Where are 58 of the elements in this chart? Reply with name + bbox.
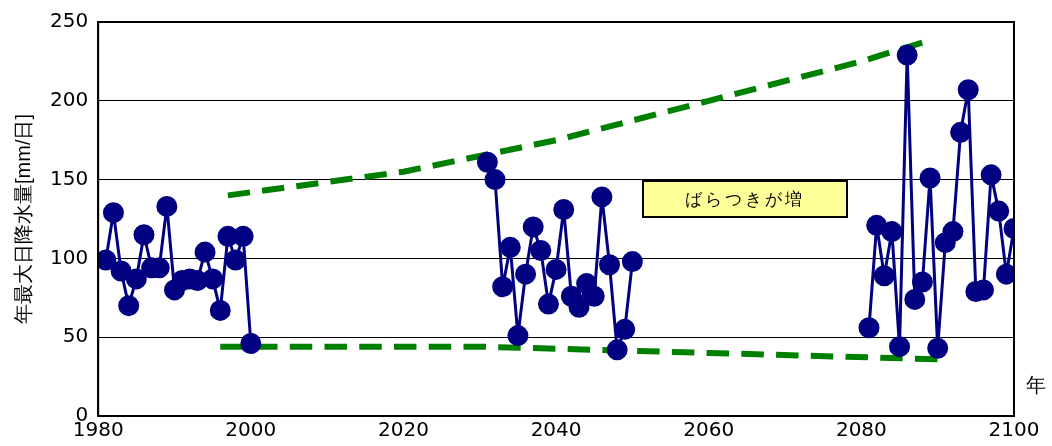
point	[950, 121, 972, 143]
point	[492, 276, 514, 298]
point	[507, 325, 529, 347]
point	[583, 285, 605, 307]
x-tick-label: 2080	[835, 417, 887, 442]
point	[530, 240, 552, 262]
point	[614, 318, 636, 340]
point	[621, 251, 643, 273]
point	[606, 339, 628, 361]
point	[545, 258, 567, 280]
point	[476, 151, 498, 173]
point	[568, 296, 590, 318]
point	[942, 221, 964, 243]
point	[232, 225, 254, 247]
y-tick-label: 50	[62, 323, 89, 348]
point	[858, 317, 880, 339]
point	[927, 337, 949, 359]
point	[873, 265, 895, 287]
point	[896, 44, 918, 66]
x-axis-title: 年	[1026, 372, 1046, 399]
point	[133, 224, 155, 246]
y-axis-title: 年最大日降水量[mm/日]	[11, 114, 34, 324]
point	[118, 295, 140, 317]
point	[904, 288, 926, 310]
point	[202, 268, 224, 290]
point	[156, 195, 178, 217]
y-tick-label: 250	[49, 8, 89, 33]
point	[599, 254, 621, 276]
point	[484, 169, 506, 191]
point	[209, 299, 231, 321]
point	[515, 263, 537, 285]
x-tick-label: 2000	[225, 417, 277, 442]
y-tick-label: 150	[49, 165, 89, 190]
point	[537, 293, 559, 315]
point	[988, 200, 1010, 222]
point	[125, 268, 147, 290]
x-tick-label: 2020	[378, 417, 429, 442]
point	[591, 186, 613, 208]
point	[194, 241, 216, 263]
point	[110, 260, 132, 282]
point	[957, 79, 979, 101]
point	[553, 199, 575, 221]
point	[919, 167, 941, 189]
point	[225, 249, 247, 271]
x-tick-label: 2100	[988, 417, 1040, 442]
point	[980, 164, 1002, 186]
point	[889, 336, 911, 358]
y-tick-label: 100	[49, 244, 89, 269]
label-box: ばらつきが増	[642, 180, 848, 218]
y-tick-label: 200	[49, 87, 89, 111]
point	[499, 236, 521, 258]
x-tick-label: 2060	[683, 417, 735, 442]
point	[911, 271, 933, 293]
point	[102, 202, 124, 224]
point	[881, 221, 903, 243]
point	[522, 216, 544, 238]
x-tick-label: 2040	[530, 417, 582, 442]
point	[240, 333, 262, 354]
